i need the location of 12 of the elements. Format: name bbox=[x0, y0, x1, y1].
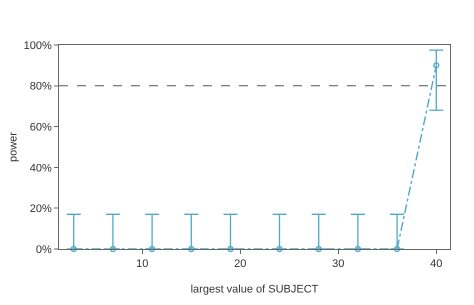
y-tick-label: 20% bbox=[30, 203, 52, 216]
x-tick-label: 40 bbox=[430, 258, 442, 270]
x-tick-label: 20 bbox=[234, 258, 246, 270]
y-tick-label: 40% bbox=[30, 162, 52, 174]
y-axis-title: power bbox=[7, 132, 20, 162]
y-tick-label: 0% bbox=[36, 244, 52, 256]
y-tick-label: 60% bbox=[30, 121, 52, 134]
x-tick-label: 30 bbox=[332, 258, 344, 270]
y-tick-label: 100% bbox=[24, 40, 52, 52]
x-tick-label: 10 bbox=[136, 258, 148, 270]
y-tick-label: 80% bbox=[30, 80, 52, 93]
x-axis-title: largest value of SUBJECT bbox=[190, 283, 319, 296]
